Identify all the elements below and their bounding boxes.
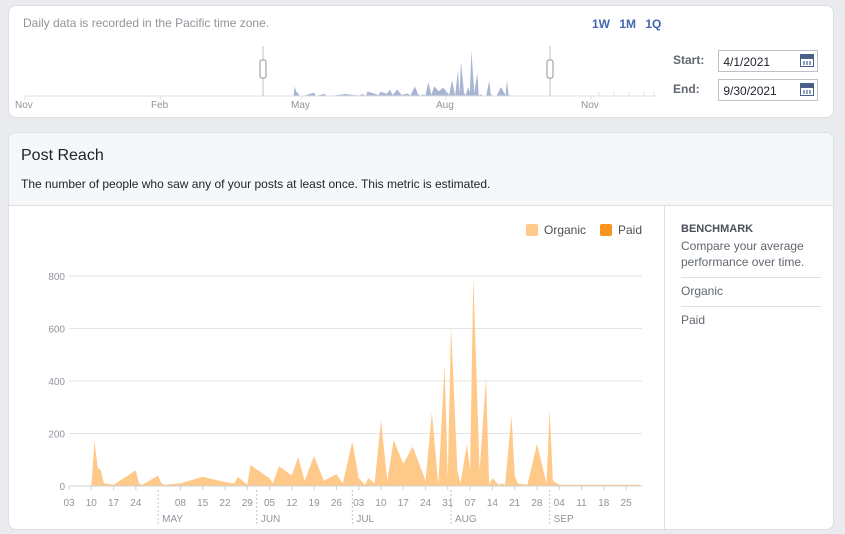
overview-month-label: Nov: [581, 100, 599, 111]
x-tick-label: 12: [286, 498, 298, 509]
x-tick-label: 24: [420, 498, 432, 509]
x-tick-label: 10: [375, 498, 387, 509]
timeline-panel: Daily data is recorded in the Pacific ti…: [8, 5, 834, 118]
end-date-row: End: 9/30/2021: [673, 79, 819, 101]
legend-swatch-paid[interactable]: [600, 224, 612, 236]
benchmark-description: Compare your average performance over ti…: [681, 239, 805, 269]
month-label: MAY: [162, 514, 183, 525]
y-tick-label: 600: [48, 325, 65, 336]
end-date-value: 9/30/2021: [723, 84, 777, 98]
legend-label-paid[interactable]: Paid: [618, 223, 642, 237]
x-tick-label: 10: [86, 498, 98, 509]
overview-sparkline: [282, 51, 550, 96]
y-tick-label: 200: [48, 430, 65, 441]
x-tick-label: 07: [465, 498, 477, 509]
month-label: AUG: [455, 514, 477, 525]
end-label: End:: [673, 82, 700, 97]
legend-label-organic[interactable]: Organic: [544, 223, 586, 237]
x-tick-label: 26: [331, 498, 343, 509]
calendar-icon[interactable]: [800, 83, 815, 96]
x-tick-label: 24: [130, 498, 142, 509]
start-date-row: Start: 4/1/2021: [673, 50, 819, 72]
x-tick-label: 17: [398, 498, 410, 509]
x-tick-label: 11: [576, 498, 587, 509]
month-label: JUN: [261, 514, 280, 525]
range-buttons: 1W 1M 1Q: [592, 17, 667, 31]
benchmark-organic-option[interactable]: Organic: [681, 277, 821, 298]
post-reach-chart: 0 200 400 600 800 03 10 17 24 08 15 22 29 05 12 19 26 03 1…: [48, 223, 642, 525]
calendar-icon[interactable]: [800, 54, 815, 67]
overview-month-label: May: [291, 100, 310, 111]
x-tick-label: 25: [621, 498, 633, 509]
range-start-handle[interactable]: [259, 59, 267, 79]
legend-swatch-organic[interactable]: [526, 224, 538, 236]
x-tick-label: 15: [197, 498, 209, 509]
x-tick-label: 29: [242, 498, 254, 509]
x-tick-label: 03: [63, 498, 75, 509]
timeline-overview[interactable]: Nov Feb May Aug Nov: [9, 36, 664, 116]
timezone-note: Daily data is recorded in the Pacific ti…: [23, 16, 270, 30]
post-reach-title: Post Reach: [21, 147, 104, 164]
post-reach-panel: Post Reach The number of people who saw …: [8, 132, 834, 530]
y-tick-label: 800: [48, 272, 65, 283]
x-tick-label: 22: [219, 498, 231, 509]
x-tick-label: 04: [554, 498, 566, 509]
x-tick-label: 03: [353, 498, 365, 509]
x-tick-label: 08: [175, 498, 187, 509]
x-tick-label: 05: [264, 498, 276, 509]
x-tick-label: 14: [487, 498, 499, 509]
range-1q-button[interactable]: 1Q: [645, 17, 662, 31]
post-reach-header: Post Reach The number of people who saw …: [9, 133, 833, 206]
range-1m-button[interactable]: 1M: [619, 17, 637, 31]
month-label: SEP: [554, 514, 574, 525]
overview-month-label: Nov: [15, 100, 33, 111]
overview-month-label: Feb: [151, 100, 169, 111]
benchmark-title: BENCHMARK: [681, 223, 754, 235]
range-1w-button[interactable]: 1W: [592, 17, 610, 31]
overview-month-label: Aug: [436, 100, 454, 111]
benchmark-panel: BENCHMARK Compare your average performan…: [664, 206, 833, 529]
start-date-input[interactable]: 4/1/2021: [718, 50, 819, 72]
month-label: JUL: [356, 514, 374, 525]
y-tick-label: 400: [48, 377, 65, 388]
start-date-value: 4/1/2021: [723, 55, 771, 69]
start-label: Start:: [673, 53, 705, 68]
post-reach-description: The number of people who saw any of your…: [21, 177, 491, 191]
y-tick-label: 0: [59, 482, 65, 493]
x-tick-label: 19: [309, 498, 321, 509]
x-tick-label: 17: [108, 498, 120, 509]
x-tick-label: 28: [531, 498, 543, 509]
benchmark-paid-option[interactable]: Paid: [681, 306, 821, 327]
x-tick-label: 21: [509, 498, 521, 509]
end-date-input[interactable]: 9/30/2021: [718, 79, 819, 101]
x-tick-label: 18: [598, 498, 610, 509]
range-end-handle[interactable]: [546, 59, 554, 79]
x-tick-label: 31: [442, 498, 454, 509]
